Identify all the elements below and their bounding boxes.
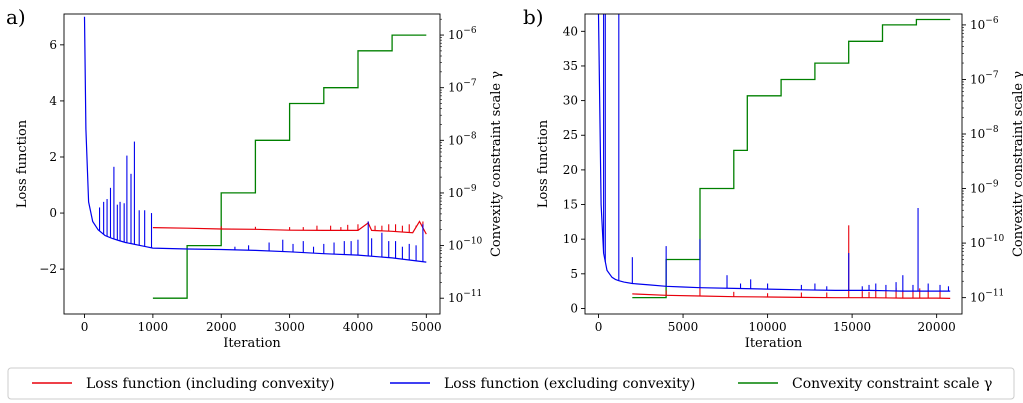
series-loss-excluding-line	[597, 14, 951, 292]
y-tick-label: 20	[563, 163, 578, 177]
legend-box	[7, 367, 1015, 400]
legend-label: Loss function (including convexity)	[86, 376, 335, 392]
legend-label: Loss function (excluding convexity)	[444, 376, 695, 392]
legend: Loss function (including convexity) Loss …	[7, 367, 1015, 400]
x-tick-label: 3000	[274, 320, 305, 334]
x-tick-label: 15000	[833, 320, 871, 334]
panel-label: a)	[6, 5, 26, 29]
series-gamma-line	[152, 34, 427, 299]
legend-item: Convexity constraint scale γ	[738, 376, 992, 392]
x-tick-label: 5000	[668, 320, 699, 334]
y-tick-label: 25	[563, 128, 578, 142]
y2-tick-label: 10−6	[970, 16, 999, 32]
x-tick-label: 10000	[748, 320, 786, 334]
plot-area	[83, 16, 427, 299]
axes-frame	[584, 13, 963, 315]
y2-tick-label: 10−11	[970, 289, 1004, 305]
y2-tick-label: 10−10	[448, 237, 483, 253]
y-tick-label: 0	[49, 206, 57, 220]
y2-tick-label: 10−9	[970, 180, 999, 196]
plot-area	[597, 14, 951, 299]
y2-tick-label: 10−7	[970, 70, 999, 86]
y2-tick-label: 10−10	[970, 234, 1005, 250]
panel-label: b)	[523, 5, 544, 29]
legend-item: Loss function (including convexity)	[32, 376, 335, 392]
axes-frame	[63, 13, 441, 315]
y2-axis-label: Convexity constraint scale γ	[1011, 71, 1023, 257]
y-tick-label: 35	[563, 59, 578, 73]
y-tick-label: 10	[563, 232, 578, 246]
y-tick-label: −2	[39, 262, 57, 276]
y-tick-label: 40	[563, 24, 578, 38]
x-tick-label: 5000	[411, 320, 442, 334]
x-tick-label: 1000	[138, 320, 169, 334]
y2-tick-label: 10−8	[970, 125, 999, 141]
y-tick-label: 5	[570, 267, 578, 281]
x-tick-label: 0	[81, 320, 89, 334]
x-tick-label: 4000	[343, 320, 374, 334]
chart-panel-a: 0 1000 2000 3000 4000 5000 −2 0 2 4 6 10−11 10−10 10−…	[6, 5, 504, 351]
x-tick-label: 20000	[918, 320, 956, 334]
y2-tick-label: 10−7	[448, 79, 477, 95]
x-tick-label: 2000	[206, 320, 237, 334]
y-axis-label: Loss function	[536, 119, 551, 208]
legend-label: Convexity constraint scale γ	[792, 376, 992, 392]
y2-tick-label: 10−9	[448, 184, 477, 200]
y2-tick-label: 10−8	[448, 131, 477, 147]
x-axis-label: Iteration	[745, 336, 803, 351]
y-axis-label: Loss function	[15, 119, 30, 208]
y-tick-label: 4	[49, 94, 57, 108]
y-tick-label: 30	[563, 94, 578, 108]
chart-panel-b: 0 5000 10000 15000 20000 0 5 10 15 20 25 30 35 40 10−1…	[523, 5, 1023, 351]
y-tick-label: 6	[49, 38, 57, 52]
x-tick-label: 0	[595, 320, 603, 334]
series-loss-excluding-line	[83, 16, 427, 263]
y-tick-label: 2	[49, 150, 57, 164]
x-axis-label: Iteration	[223, 336, 281, 351]
y-tick-label: 15	[563, 198, 578, 212]
y2-axis-label: Convexity constraint scale γ	[489, 71, 504, 257]
series-gamma-line	[632, 18, 951, 299]
y2-tick-label: 10−6	[448, 26, 477, 42]
y2-tick-label: 10−11	[448, 289, 482, 305]
series-loss-including-line	[632, 293, 951, 299]
legend-item: Loss function (excluding convexity)	[390, 376, 695, 392]
y-tick-label: 0	[570, 301, 578, 315]
